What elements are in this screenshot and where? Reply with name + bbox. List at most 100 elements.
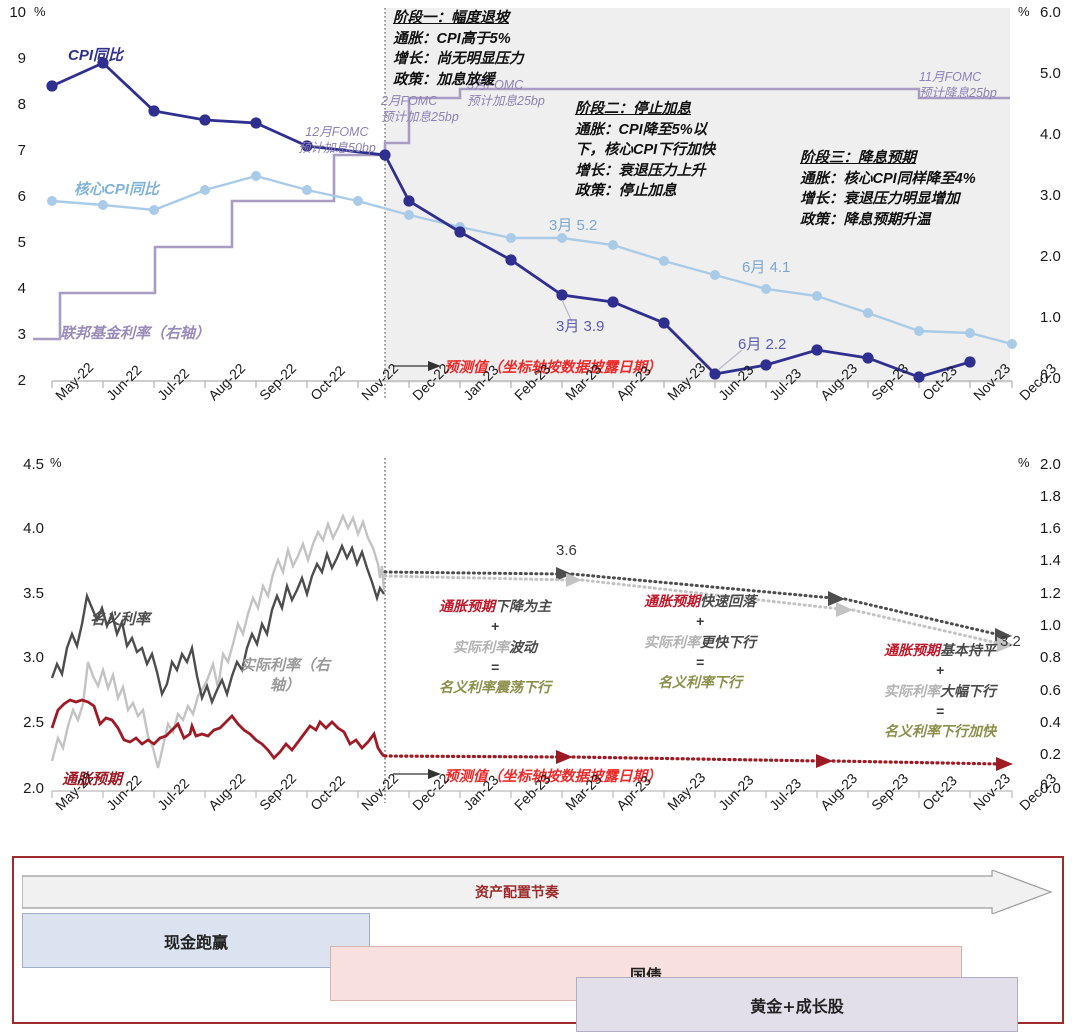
leader-cpi-mar (561, 299, 573, 323)
fomc-note-mar: 3月FOMC 预计加息25bp (467, 78, 545, 108)
svg-text:2.0: 2.0 (1040, 248, 1061, 265)
phase-annotation-1: 阶段一：幅度退坡 通胀：CPI高于5% 增长：尚无明显压力 政策：加息放缓 (393, 8, 524, 90)
svg-text:1.0: 1.0 (1040, 309, 1061, 326)
svg-text:2.5: 2.5 (23, 714, 44, 731)
svg-text:0.0: 0.0 (1040, 780, 1061, 797)
svg-text:%: % (50, 455, 62, 470)
right-axis-ticks: 6.0 5.0 4.0 3.0 2.0 1.0 0.0 % (1018, 4, 1061, 387)
allocation-bar-cash-label: 现金跑赢 (163, 932, 228, 952)
svg-text:%: % (34, 4, 46, 19)
svg-text:2.0: 2.0 (1040, 456, 1061, 473)
svg-text:0.2: 0.2 (1040, 746, 1061, 763)
forecast-note-2: 预测值（坐标轴按数据披露日期） (444, 769, 662, 785)
allocation-bar-gold[interactable]: 黄金+成长股 (576, 977, 1018, 1032)
svg-text:4.0: 4.0 (1040, 126, 1061, 143)
x-axis-labels-2: May-22 Jun-22 Jul-22 Aug-22 Sep-22 Oct-2… (0, 769, 1080, 850)
data-label-nominal-36: 3.6 (556, 542, 577, 559)
x-axis-labels-1: May-22 Jun-22 Jul-22 Aug-22 Sep-22 Oct-2… (0, 359, 1080, 450)
phase2-row2: 增长：衰退压力上升 (575, 162, 706, 179)
fed-funds-step-line (33, 87, 1010, 341)
phase1-row2: 政策：加息放缓 (393, 71, 495, 88)
phase-band-3 (740, 8, 1010, 383)
data-label-cpi-jun: 6月 2.2 (738, 336, 787, 353)
svg-text:1.6: 1.6 (1040, 520, 1061, 537)
phase2-row0: 通胀：CPI降至5%以 (575, 121, 708, 138)
rates-svg: 4.5 4.0 3.5 3.0 2.5 2.0 % 2.0 1.8 1.6 1.… (23, 455, 1061, 803)
svg-text:2: 2 (18, 372, 26, 389)
forecast-note-1: 预测值（坐标轴按数据披露日期） (444, 360, 662, 376)
fomc-note-dec: 12月FOMC 预计加息50bp (298, 125, 376, 155)
breakeven-line (50, 698, 385, 761)
phase1-row1: 增长：尚无明显压力 (393, 51, 524, 68)
forecast-arrow-head-2 (428, 769, 441, 779)
phase3-row1: 增长：衰退压力明显增加 (800, 191, 960, 208)
svg-text:9: 9 (18, 50, 26, 67)
allocation-bar-gold-label: 黄金+成长股 (750, 996, 844, 1016)
phase2-row1: 下，核心CPI下行加快 (575, 142, 716, 159)
svg-text:3.0: 3.0 (23, 649, 44, 666)
phase1-row0: 通胀：CPI高于5% (393, 30, 511, 47)
svg-text:2.0: 2.0 (23, 780, 44, 797)
x-axis-ticks-2 (51, 791, 1013, 798)
allocation-panel: 资产配置节奏 现金跑赢 国债 黄金+成长股 (12, 856, 1064, 1032)
combo-block-2: 通胀预期快速回落 + 实际利率更快下行 = 名义利率下行 (644, 593, 756, 691)
breakeven-forecast-dotted (383, 750, 1013, 771)
svg-text:1.2: 1.2 (1040, 585, 1061, 602)
fomc-note-feb: 2月FOMC 预计加息25bp (381, 94, 459, 124)
x-axis-ticks (51, 381, 1013, 388)
leader-cpi-jun (717, 349, 743, 371)
phase3-row2: 政策：降息预期升温 (800, 211, 931, 228)
svg-text:10: 10 (9, 4, 26, 21)
nominal-rate-line (50, 542, 385, 706)
core-cpi-points (47, 171, 1017, 349)
svg-text:4: 4 (18, 280, 26, 297)
svg-text:1.4: 1.4 (1040, 552, 1061, 569)
series-label-cpi: CPI同比 (68, 47, 124, 64)
real-forecast-dotted (383, 573, 1014, 652)
forecast-arrow-head (428, 361, 441, 371)
allocation-bar-cash[interactable]: 现金跑赢 (22, 913, 370, 968)
svg-text:8: 8 (18, 96, 26, 113)
svg-text:6.0: 6.0 (1040, 4, 1061, 21)
series-label-breakeven: 通胀预期 (62, 771, 123, 788)
data-label-core-jun: 6月 4.1 (742, 259, 791, 276)
phase2-row3: 政策：停止加息 (575, 183, 677, 200)
allocation-arrow-label: 资产配置节奏 (475, 885, 559, 901)
phase-annotation-2: 阶段二：停止加息 通胀：CPI降至5%以 下，核心CPI下行加快 增长：衰退压力… (575, 99, 715, 202)
svg-text:3.0: 3.0 (1040, 187, 1061, 204)
allocation-arrow: 资产配置节奏 (22, 870, 1052, 914)
svg-text:0.6: 0.6 (1040, 682, 1061, 699)
svg-text:5.0: 5.0 (1040, 65, 1061, 82)
phase-band-1 (385, 8, 565, 383)
combo-block-1: 通胀预期下降为主 + 实际利率波动 = 名义利率震荡下行 (439, 598, 551, 696)
svg-text:4.5: 4.5 (23, 456, 44, 473)
right-axis-ticks-2: 2.0 1.8 1.6 1.4 1.2 1.0 0.8 0.6 0.4 0.2 … (1018, 455, 1061, 797)
data-label-cpi-mar: 3月 3.9 (556, 318, 605, 335)
rates-chart: 4.5 4.0 3.5 3.0 2.5 2.0 % 2.0 1.8 1.6 1.… (0, 448, 1080, 848)
nominal-forecast-dotted (383, 567, 1012, 643)
fomc-note-nov: 11月FOMC 预计降息25bp (919, 70, 997, 100)
svg-text:4.0: 4.0 (23, 520, 44, 537)
allocation-arrow-shape (22, 870, 1052, 914)
series-label-core-cpi: 核心CPI同比 (74, 181, 160, 198)
svg-text:6: 6 (18, 188, 26, 205)
phase-band-2 (565, 8, 740, 383)
left-axis-ticks: 10 9 8 7 6 5 4 3 2 % (9, 4, 46, 389)
cpi-points (46, 57, 976, 383)
svg-text:%: % (1018, 4, 1030, 19)
svg-text:7: 7 (18, 142, 26, 159)
data-label-nominal-32: 3.2 (1000, 633, 1021, 650)
cpi-policy-chart: 10 9 8 7 6 5 4 3 2 % 6.0 5.0 4.0 3.0 2.0… (0, 0, 1080, 450)
svg-text:1.8: 1.8 (1040, 488, 1061, 505)
svg-text:5: 5 (18, 234, 26, 251)
phase-annotation-3: 阶段三：降息预期 通胀：核心CPI同样降至4% 增长：衰退压力明显增加 政策：降… (800, 148, 976, 230)
series-label-nominal: 名义利率 (90, 611, 151, 628)
svg-text:%: % (1018, 455, 1030, 470)
real-rate-line (50, 512, 386, 769)
series-label-fed-funds: 联邦基金利率（右轴） (60, 325, 211, 342)
svg-text:1.0: 1.0 (1040, 617, 1061, 634)
phase3-row0: 通胀：核心CPI同样降至4% (800, 170, 976, 187)
left-axis-ticks-2: 4.5 4.0 3.5 3.0 2.5 2.0 % (23, 455, 62, 797)
svg-text:3: 3 (18, 326, 26, 343)
